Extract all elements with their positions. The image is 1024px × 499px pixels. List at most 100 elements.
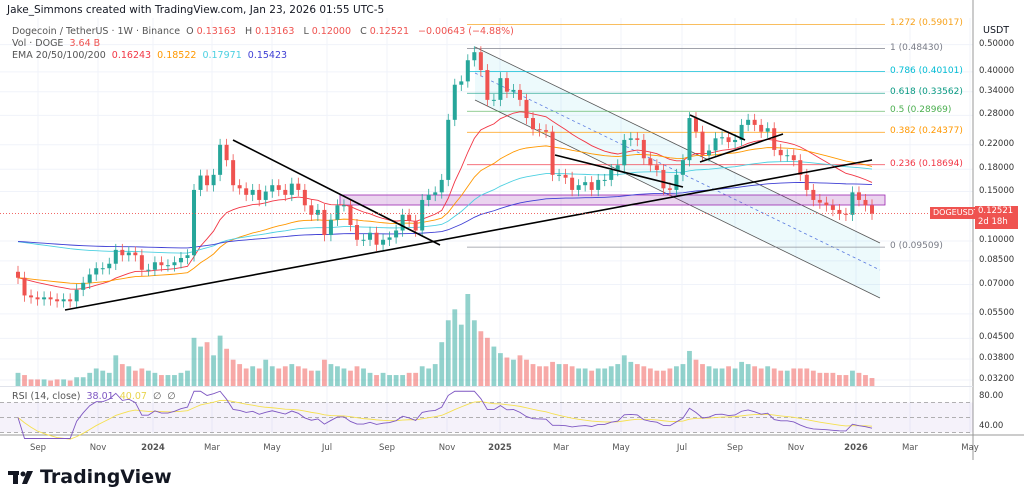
rsi-line [17,390,873,439]
current-price: 0.12521 [978,206,1014,216]
volume-bar [569,366,575,386]
candle-body [772,128,777,150]
volume-bar [843,375,849,386]
candle-body [250,189,255,195]
rsi-legend[interactable]: RSI (14, close) 38.01 40.07 ∅ ∅ [12,391,179,402]
volume-bar [504,357,510,386]
volume-bar [524,359,529,386]
volume-bar [445,320,451,386]
symbol-title[interactable]: Dogecoin / TetherUS · 1W · Binance [12,26,181,37]
fib-level-label: 0 (0.09509) [890,241,943,252]
tradingview-logo[interactable]: TradingView [8,466,172,488]
price-tick-label: 0.03800 [979,353,1015,364]
symbol-legend: Dogecoin / TetherUS · 1W · Binance O 0.13… [12,26,517,37]
volume-bar [380,372,386,386]
candle-body [237,185,242,189]
rsi-label: RSI (14, close) [12,391,81,402]
volume-bar [602,368,608,386]
time-tick-label: May [263,443,281,453]
volume-bar [276,368,282,386]
volume-bar [517,355,523,386]
volume-bar [204,342,210,386]
candle-body [139,255,144,270]
candle-body [198,175,203,190]
volume-bar [321,359,327,386]
candle-body [328,219,333,236]
ema200-line [17,182,873,249]
time-tick-label: Jul [321,443,333,453]
volume-bar [621,355,627,386]
volume-bar [354,366,360,386]
volume-bar [250,366,256,386]
volume-bar [393,375,399,386]
ema20-line [17,111,873,290]
volume-bar [178,372,184,386]
trendline [689,114,746,141]
candle-body [426,194,431,200]
time-tick-label: Sep [29,443,47,453]
candle-body [387,237,392,240]
price-tick-label: 0.04500 [979,332,1015,343]
time-tick-label: May [961,443,979,453]
volume-bar [582,368,588,386]
candle-body [263,191,268,200]
volume-bar [335,366,340,386]
volume-bar [458,324,464,386]
volume-bar [191,337,197,386]
candle-body [765,128,770,132]
candle-body [485,70,490,100]
volume-bar [295,366,301,386]
price-tick-label: 0.10000 [979,235,1015,245]
ema-legend[interactable]: EMA 20/50/100/200 0.16243 0.18522 0.1797… [12,50,290,61]
volume-bar [850,370,855,386]
candle-body [570,177,575,190]
volume-bar [628,361,634,386]
price-tick-label: 0.40000 [979,65,1015,76]
volume-bar [224,348,230,386]
candle-body [283,189,288,195]
volume-bar [589,370,595,386]
volume-bar [576,368,582,386]
candle-body [824,202,829,206]
volume-bar [152,372,158,386]
volume-bar [315,370,321,386]
volume-legend[interactable]: Vol · DOGE 3.64 B [12,38,103,49]
volume-bar [374,375,379,386]
candle-body [113,249,118,264]
volume-bar [478,331,484,386]
hide-icon[interactable]: ∅ [167,391,176,402]
candle-body [100,268,105,270]
candle-body [667,188,672,190]
volume-bar [491,346,497,386]
volume-bar [289,364,295,386]
volume-bar [837,375,842,386]
volume-bar [830,372,836,386]
volume-bar [758,368,764,386]
time-tick-label: Mar [901,443,919,453]
volume-bar [856,372,862,386]
candle-body [680,160,685,175]
hide-icon[interactable]: ∅ [152,391,162,402]
candle-body [687,118,692,161]
volume-bar [48,380,53,386]
current-price-label: 0.12521 2d 18h [975,206,1018,229]
candle-body [354,225,359,240]
price-tick-label: 0.03200 [979,374,1015,384]
volume-bar [465,294,471,386]
candle-body [700,131,705,156]
candle-body [16,271,20,278]
volume-bar [139,368,145,386]
candle-body [22,277,27,296]
candle-body [609,169,614,180]
bar-countdown: 2d 18h [978,217,1008,227]
candle-body [498,78,503,100]
volume-bar [406,372,412,386]
candle-body [817,199,822,203]
high-label: H [244,26,253,37]
candle-body [478,52,483,71]
time-tick-label: Nov [787,443,805,453]
volume-bar [113,355,119,386]
candle-body [635,138,640,140]
volume-bar [823,372,829,386]
